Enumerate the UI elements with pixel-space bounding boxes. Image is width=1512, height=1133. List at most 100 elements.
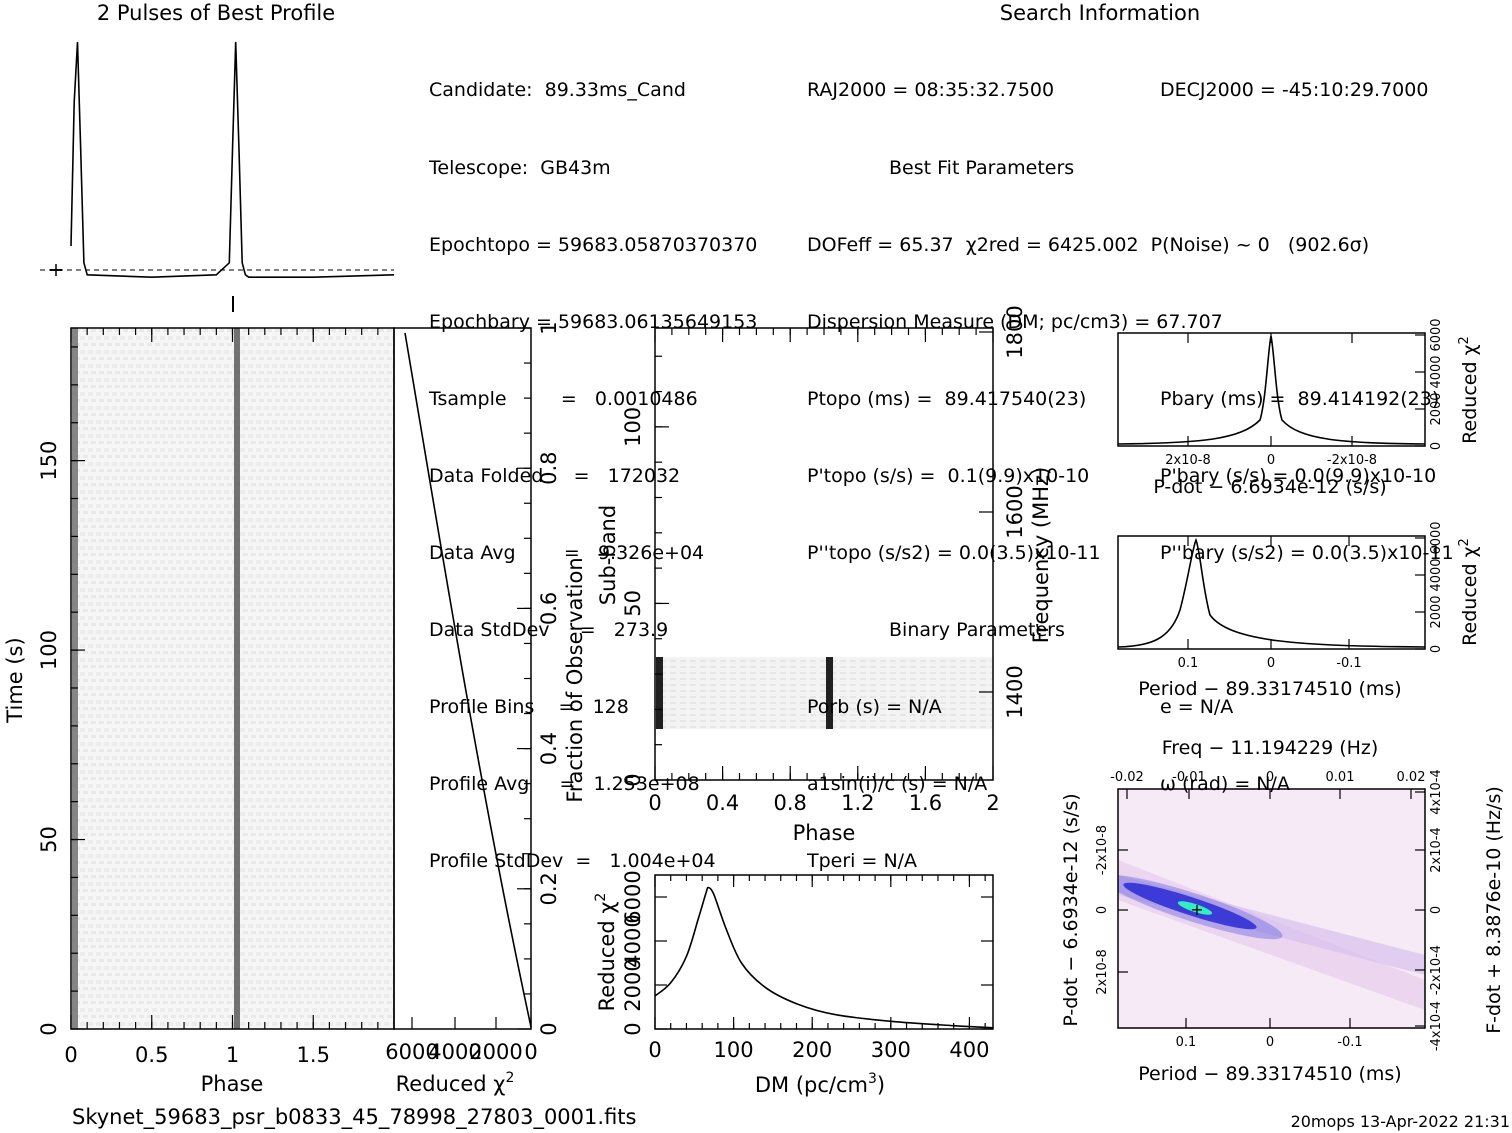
info-epoch-bary: Epochbary = 59683.06135649153 [429, 310, 758, 333]
pdot-curve-plot: 2x10-8 0 -2x10-8 0 2000 4000 6000 P-dot − 6.69… [1117, 318, 1481, 498]
tick-label: 2 [986, 791, 999, 815]
tick-label: 0.1 [1176, 1035, 1197, 1050]
info-telescope: Telescope: GB43m [429, 156, 611, 179]
tick-label: 0.4 [537, 732, 561, 765]
info-porb: Porb (s) = N/A [807, 696, 942, 719]
info-ra: RAJ2000 = 08:35:32.7500 [807, 79, 1055, 102]
subband-xlabel: Phase [793, 821, 856, 845]
pp-y2label: F-dot + 8.3876e-10 (Hz/s) [1483, 786, 1505, 1034]
tick-label: 0 [1267, 656, 1275, 671]
tick-label: 0 [1095, 906, 1110, 914]
time-phase-plot: 0 0.5 1 1.5 0 50 100 150 Phase Time (s) [3, 327, 395, 1096]
tick-label: 2x10-4 [1429, 827, 1444, 872]
tick-label: 0 [37, 1022, 61, 1035]
tick-label: 6000 [1429, 521, 1444, 554]
tick-label: 2x10-8 [1165, 453, 1210, 468]
pulse-track-2 [234, 328, 240, 1029]
info-a1sini: a1sin(i)/c (s) = N/A [807, 773, 988, 796]
period-ylabel: Reduced χ2 [1457, 538, 1481, 646]
chi-peak-region [1177, 901, 1213, 915]
subband-pulse-2 [826, 657, 833, 729]
tick-label: 1.2 [841, 791, 874, 815]
info-data-stddev: Data StdDev = 273.9 [429, 619, 669, 642]
pdot-ylabel: Reduced χ2 [1457, 336, 1481, 444]
info-ecc: e = N/A [1160, 696, 1234, 719]
info-column-3: DECJ2000 = -45:10:29.7000 Pbary (ms) = 8… [1160, 27, 1454, 901]
tick-label: 4000 [1429, 558, 1444, 591]
tick-label: -0.1 [1337, 1035, 1362, 1050]
tick-label: 0 [1429, 906, 1444, 914]
info-data-folded: Data Folded = 172032 [429, 464, 681, 487]
tick-label: -2x10-8 [1327, 453, 1377, 468]
tick-label: 150 [37, 441, 61, 481]
chi-vs-time-ylabel: Fraction of Observation [563, 557, 587, 802]
tick-label: 4x10-4 [1429, 769, 1444, 814]
tick-label: 6000 [1429, 318, 1444, 351]
tick-label: 1.6 [909, 791, 942, 815]
period-curve-plot: 0.1 0 -0.1 0 2000 4000 6000 Period − 89.331745… [1117, 521, 1481, 700]
period-xlabel: Period − 89.33174510 (ms) [1138, 678, 1401, 700]
tick-label: 0.6 [537, 592, 561, 625]
search-info-title: Search Information [1000, 1, 1200, 25]
subband-phase-plot: 0 0.4 0.8 1.2 1.6 2 0 50 100 1400 1600 1800 Phase S… [596, 305, 1053, 845]
tick-label: -2x10-8 [1095, 825, 1110, 875]
dm-xlabel: DM (pc/cm3) [755, 1071, 885, 1097]
tick-label: 50 [37, 826, 61, 853]
info-ptopo: Ptopo (ms) = 89.417540(23) [807, 387, 1087, 410]
tick-label: 1600 [1003, 485, 1027, 538]
tick-label: 50 [621, 590, 645, 617]
pp-title: Freq − 11.194229 (Hz) [1162, 737, 1379, 759]
time-phase-ylabel: Time (s) [3, 637, 27, 723]
info-blank-2 [1160, 233, 1454, 259]
tick-label: 1 [537, 321, 561, 334]
info-data-avg: Data Avg = 9.326e+04 [429, 541, 705, 564]
tick-label: 0 [64, 1043, 77, 1067]
tick-label: 0 [1267, 453, 1275, 468]
tick-label: 0.2 [537, 872, 561, 905]
tick-label: 200 [792, 1038, 832, 1062]
tick-label: 4000 [428, 1040, 481, 1064]
tick-label: 0 [648, 791, 661, 815]
tick-label: 400 [949, 1038, 989, 1062]
tick-label: 0.4 [706, 791, 739, 815]
best-fit-marker: + [1190, 900, 1203, 919]
tick-label: -0.01 [1172, 770, 1206, 785]
tick-label: 2x10-8 [1095, 949, 1110, 994]
subband-pulse-1 [656, 657, 663, 729]
pp-ylabel: P-dot − 6.6934e-12 (s/s) [1060, 793, 1082, 1026]
period-trace [1117, 537, 1426, 648]
info-blank-5 [1160, 849, 1454, 875]
dm-trace [654, 886, 994, 1029]
chi-vs-time-xlabel: Reduced χ2 [396, 1070, 515, 1096]
info-profile-bins: Profile Bins = 128 [429, 696, 629, 719]
tick-label: 0 [1266, 1035, 1274, 1050]
tick-label: 2000 [1429, 392, 1444, 425]
tick-label: -4x10-4 [1429, 1001, 1444, 1051]
tick-label: 100 [714, 1038, 754, 1062]
tick-label: 1400 [1003, 665, 1027, 718]
info-pddot-topo: P''topo (s/s2) = 0.0(3.5)x10-11 [807, 541, 1101, 564]
pdot-xlabel: P-dot − 6.6934e-12 (s/s) [1153, 476, 1386, 498]
tick-label: -0.02 [1110, 770, 1144, 785]
tick-label: 0 [1429, 645, 1444, 653]
tick-label: -0.1 [1336, 656, 1361, 671]
info-dec: DECJ2000 = -45:10:29.7000 [1160, 79, 1429, 102]
subband-ylabel: Sub-band [596, 505, 620, 605]
tick-label: 6000 [621, 870, 645, 923]
profile-plot [40, 41, 395, 312]
info-dof: DOFeff = 65.37 χ2red = 6425.002 P(Noise)… [807, 233, 1370, 256]
info-blank-1 [1160, 156, 1454, 182]
tick-label: 0 [524, 1040, 537, 1064]
pp-xlabel: Period − 89.33174510 (ms) [1138, 1063, 1401, 1085]
tick-label: 1.5 [297, 1043, 330, 1067]
info-dm: Dispersion Measure (DM; pc/cm3) = 67.707 [807, 310, 1223, 333]
tick-label: 0 [1266, 770, 1274, 785]
tick-label: 0.8 [773, 791, 806, 815]
info-tsample: Tsample = 0.0010486 [429, 387, 698, 410]
tick-label: 0 [537, 1022, 561, 1035]
tick-label: 1 [226, 1043, 239, 1067]
info-pbary: Pbary (ms) = 89.414192(23) [1160, 387, 1440, 410]
tick-label: 6000 [385, 1040, 438, 1064]
